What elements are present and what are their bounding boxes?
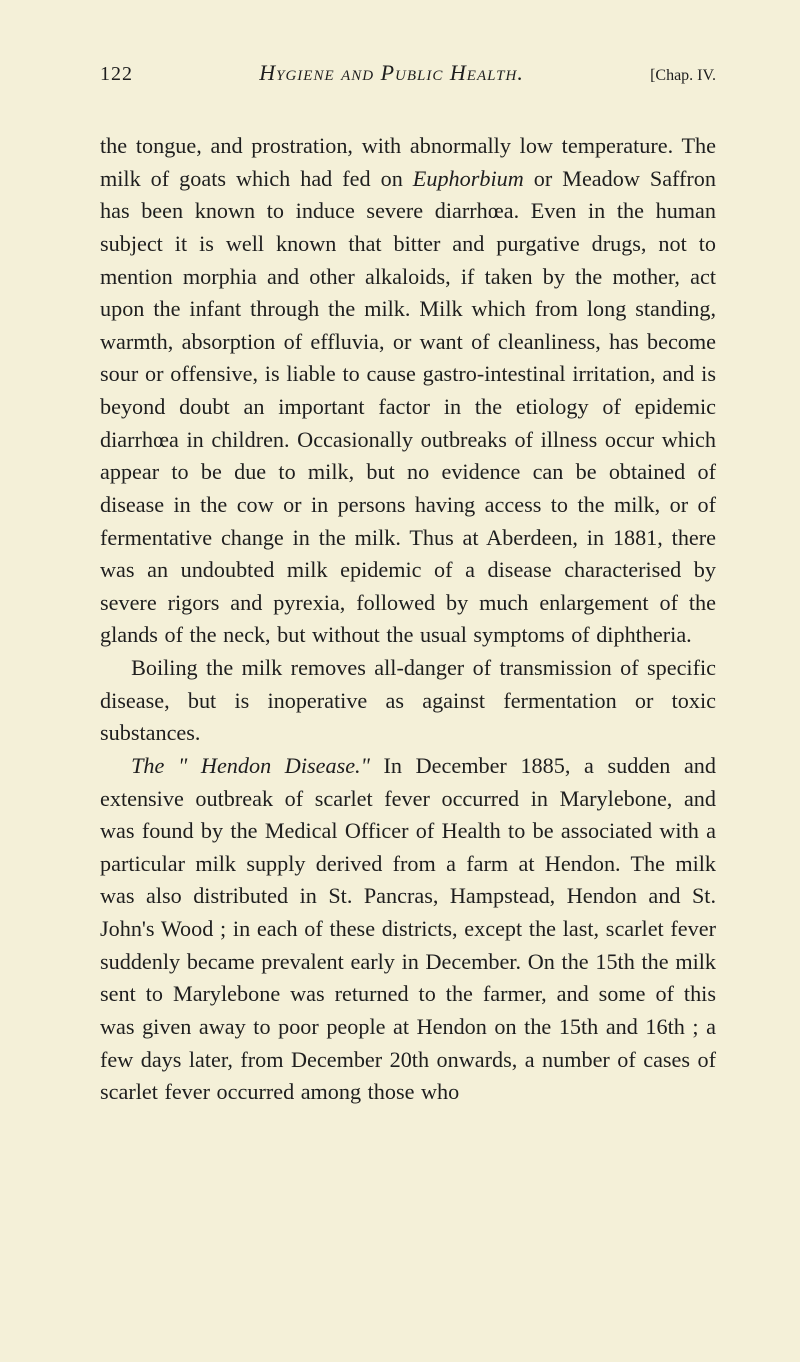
page: 122 Hygiene and Public Health. [Chap. IV… bbox=[0, 0, 800, 1169]
page-header: 122 Hygiene and Public Health. [Chap. IV… bbox=[100, 60, 716, 86]
paragraph-3: The " Hendon Disease." In December 1885,… bbox=[100, 750, 716, 1109]
p2-text: Boiling the milk removes all-danger of t… bbox=[100, 655, 716, 745]
body-text: the tongue, and prostration, with abnorm… bbox=[100, 130, 716, 1109]
p1-text-b: or Meadow Saffron has been known to indu… bbox=[100, 166, 716, 648]
p1-italic: Euphorbium bbox=[413, 166, 524, 191]
p3-text: In December 1885, a sudden and extensive… bbox=[100, 753, 716, 1104]
page-number: 122 bbox=[100, 63, 133, 86]
paragraph-1: the tongue, and prostration, with abnorm… bbox=[100, 130, 716, 652]
chapter-label: [Chap. IV. bbox=[650, 67, 716, 85]
page-title: Hygiene and Public Health. bbox=[259, 60, 524, 86]
p3-italic: The " Hendon Disease." bbox=[131, 753, 370, 778]
paragraph-2: Boiling the milk removes all-danger of t… bbox=[100, 652, 716, 750]
